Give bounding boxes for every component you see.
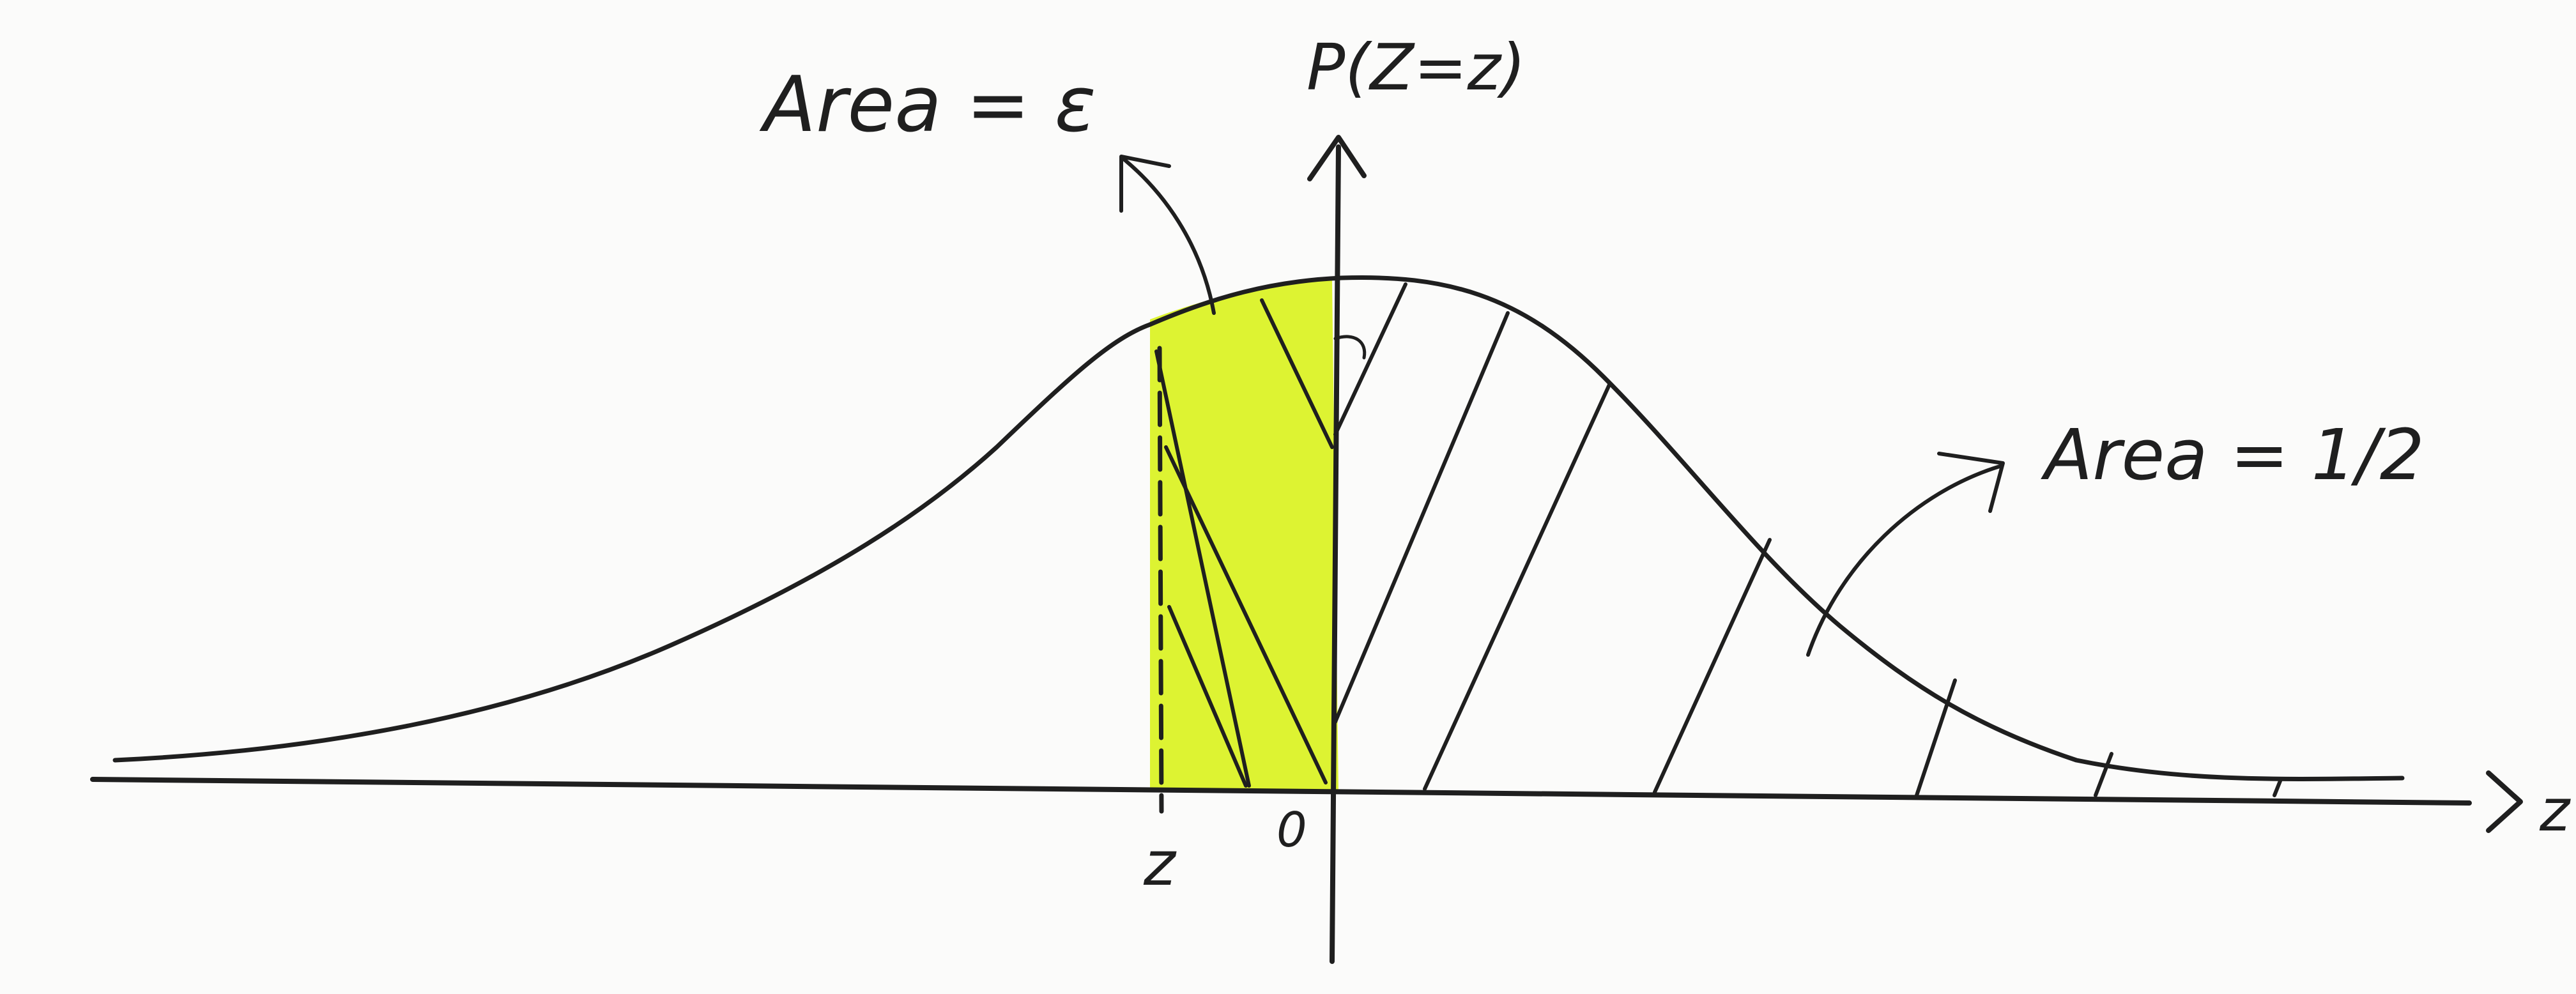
left-area-label: Area = ε [759,61,1096,149]
y-axis-arrowhead [1307,135,1367,181]
right-area-label: Area = 1/2 [2041,414,2425,496]
z-marker-label: z [1143,829,1177,899]
arrow-to-right-area-head [1937,452,2005,513]
arrow-to-left-area-head [1119,155,1171,213]
x-axis-line [90,777,2472,806]
origin-label: 0 [1276,802,1307,858]
x-axis-label: z [2539,777,2571,845]
x-axis-arrowhead [2486,770,2523,833]
y-axis-label: P(Z=z) [1307,30,1526,105]
arrow-to-right-area [1806,464,2002,657]
hatching-left-area [1154,298,1334,788]
y-axis-line [1330,144,1341,964]
z-marker-dashed-line [1157,346,1164,814]
hatching-right-area [1333,282,2283,797]
highlighted-area-between-z-and-0 [1150,280,1338,792]
arrow-to-left-area [1123,158,1216,315]
bell-curve [112,275,2405,781]
angle-mark [1333,335,1367,360]
